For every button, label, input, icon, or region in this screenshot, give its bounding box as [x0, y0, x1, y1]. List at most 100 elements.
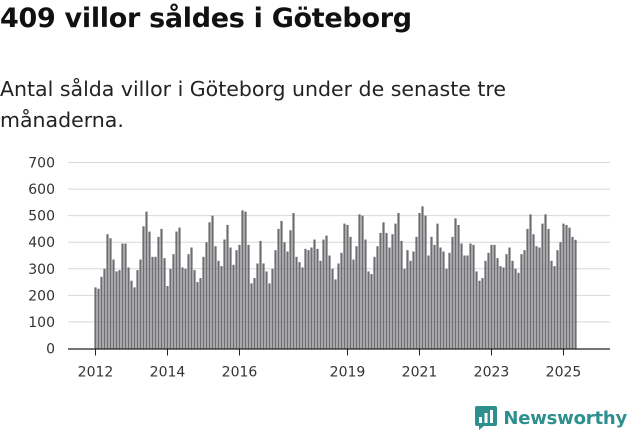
bar	[247, 244, 250, 349]
bar	[103, 268, 106, 349]
newsworthy-logo-icon	[475, 406, 498, 430]
bar	[493, 244, 496, 349]
x-tick-label-2019: 2019	[330, 365, 366, 381]
bar	[562, 223, 565, 349]
bar	[343, 223, 346, 349]
bar	[235, 250, 238, 349]
annotation-last-value: 409	[574, 150, 601, 154]
bar	[406, 250, 409, 349]
x-tick-label-2012: 2012	[78, 365, 114, 381]
bar	[106, 234, 109, 349]
bar	[430, 236, 433, 349]
bar	[337, 263, 340, 349]
bar	[259, 240, 262, 349]
y-tick-label-200: 200	[28, 288, 55, 304]
bar	[523, 250, 526, 349]
bar	[499, 266, 502, 349]
bar	[226, 224, 229, 349]
bar	[469, 243, 472, 349]
bar	[511, 260, 514, 349]
bar	[490, 244, 493, 349]
x-tick-label-2021: 2021	[402, 365, 438, 381]
bar	[571, 236, 574, 349]
bar	[568, 227, 571, 349]
bar	[280, 220, 283, 349]
bar	[292, 212, 295, 349]
bar	[340, 252, 343, 349]
bar	[496, 258, 499, 349]
x-tick-label-2014: 2014	[150, 365, 186, 381]
bar	[541, 223, 544, 349]
bar	[187, 254, 190, 349]
page-subtitle: Antal sålda villor i Göteborg under de s…	[0, 77, 507, 132]
bar	[274, 250, 277, 349]
bar	[559, 242, 562, 349]
bar	[211, 215, 214, 349]
bar	[295, 256, 298, 349]
bar	[457, 224, 460, 349]
bar	[352, 259, 355, 349]
bar	[451, 236, 454, 349]
bar	[289, 230, 292, 349]
bar	[421, 206, 424, 349]
bar	[409, 260, 412, 349]
bar	[472, 244, 475, 349]
y-tick-label-500: 500	[28, 209, 55, 225]
bar	[535, 246, 538, 349]
bar	[379, 232, 382, 349]
bar	[424, 215, 427, 349]
bar	[277, 228, 280, 349]
bar	[355, 246, 358, 349]
bar	[244, 211, 247, 349]
y-axis-ticks: 0 100 200 300 400 500 600 700	[28, 156, 55, 358]
x-tick-label-2023: 2023	[474, 365, 510, 381]
bar	[439, 247, 442, 349]
y-tick-label-0: 0	[46, 342, 55, 358]
bar	[265, 271, 268, 349]
bar	[418, 212, 421, 349]
bar	[529, 214, 532, 349]
bar	[502, 267, 505, 349]
bar	[403, 268, 406, 349]
bar	[115, 271, 118, 349]
bar	[547, 228, 550, 349]
bar	[220, 266, 223, 349]
bar	[166, 286, 169, 349]
bar	[139, 259, 142, 349]
bar	[142, 226, 145, 349]
bar	[526, 228, 529, 349]
bar	[163, 258, 166, 349]
y-tick-label-400: 400	[28, 235, 55, 251]
bar	[190, 247, 193, 349]
bar	[328, 255, 331, 349]
bar	[565, 224, 568, 349]
bar	[205, 242, 208, 349]
bar	[127, 267, 130, 349]
bar	[97, 288, 100, 349]
bar	[172, 254, 175, 349]
bar	[466, 255, 469, 349]
bar	[385, 232, 388, 349]
bar	[316, 248, 319, 349]
bar	[388, 247, 391, 349]
bar	[262, 263, 265, 349]
bar	[217, 260, 220, 349]
bar	[307, 250, 310, 349]
bar	[145, 211, 148, 349]
bar	[553, 266, 556, 349]
bar	[361, 215, 364, 349]
bar	[286, 251, 289, 349]
bar	[433, 244, 436, 349]
bar	[481, 278, 484, 349]
bar	[121, 243, 124, 349]
bar	[484, 260, 487, 349]
bar	[373, 256, 376, 349]
bar	[415, 236, 418, 349]
brand-name: Newsworthy	[503, 407, 627, 429]
bar	[448, 252, 451, 349]
bar	[208, 222, 211, 349]
bar	[349, 236, 352, 349]
x-axis-ticks: 2012 2014 2016 2019 2021 2023 2025	[68, 348, 610, 381]
brand: Newsworthy	[474, 403, 627, 433]
bar	[169, 268, 172, 349]
